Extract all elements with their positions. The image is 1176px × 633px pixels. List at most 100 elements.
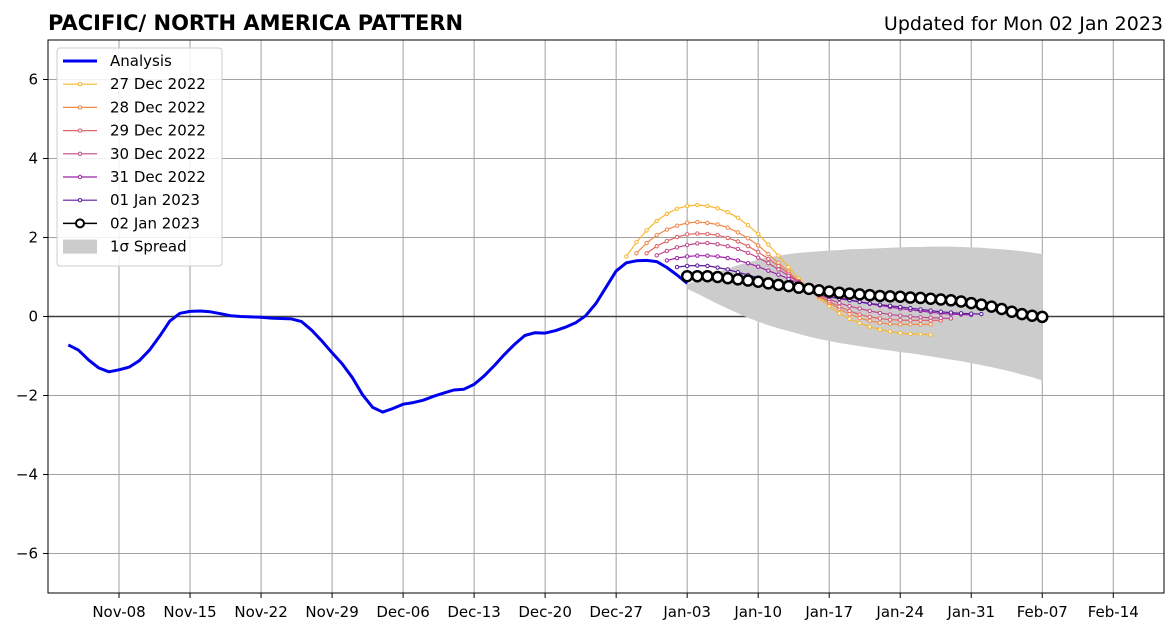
forecast-point [674, 245, 680, 250]
legend-label: Analysis [110, 52, 172, 70]
forecast-point [705, 220, 710, 226]
forecast-point [857, 312, 862, 317]
forecast-point [766, 256, 771, 262]
chart-title: PACIFIC/ NORTH AMERICA PATTERN [48, 11, 463, 35]
forecast-point [863, 288, 877, 302]
forecast-point [958, 311, 964, 316]
forecast-point [837, 311, 842, 316]
forecast-point [684, 263, 690, 269]
forecast-point [766, 268, 771, 273]
legend-label: 31 Dec 2022 [110, 168, 206, 186]
forecast-point [924, 292, 937, 305]
forecast-point [938, 315, 943, 321]
forecast-point [654, 253, 659, 258]
forecast-point [654, 232, 659, 238]
forecast-point [755, 255, 761, 260]
forecast-point [705, 231, 710, 237]
x-tick-label: Nov-29 [305, 603, 358, 621]
forecast-point [755, 264, 761, 269]
forecast-point [887, 321, 893, 327]
forecast-point [664, 227, 670, 232]
forecast-point [837, 304, 842, 309]
forecast-point [948, 316, 954, 321]
forecast-point [822, 285, 836, 298]
spread-band [687, 246, 1043, 381]
forecast-point [782, 279, 795, 293]
forecast-point [725, 267, 730, 272]
forecast-point [898, 304, 903, 310]
legend-marker [77, 174, 83, 180]
forecast-point [914, 291, 927, 305]
legend-marker [77, 105, 83, 110]
forecast-point [908, 322, 913, 327]
forecast-point [776, 267, 781, 272]
forecast-point [833, 286, 846, 300]
legend-label: 1σ Spread [110, 238, 187, 256]
forecast-point [745, 250, 751, 256]
legend-label: 02 Jan 2023 [110, 214, 200, 232]
forecast-point [847, 316, 852, 322]
forecast-point [1036, 310, 1049, 324]
x-tick-label: Nov-15 [163, 603, 216, 621]
forecast-point [938, 309, 943, 314]
y-tick-label: 0 [28, 308, 38, 326]
forecast-point [745, 243, 751, 249]
legend-marker [77, 128, 83, 133]
forecast-point [684, 242, 690, 248]
forecast-point [745, 236, 751, 241]
forecast-point [934, 293, 948, 306]
forecast-point [715, 254, 720, 259]
series-layer [67, 202, 1049, 414]
forecast-point [954, 295, 968, 308]
forecast-point [908, 331, 913, 337]
forecast-point [776, 253, 781, 258]
forecast-point [877, 316, 883, 321]
forecast-point [995, 302, 1008, 316]
forecast-point [766, 242, 771, 247]
forecast-point [944, 294, 958, 307]
forecast-point [715, 222, 720, 227]
x-tick-label: Nov-08 [92, 603, 145, 621]
forecast-point [918, 322, 923, 327]
forecast-point [918, 332, 923, 337]
forecast-point [904, 291, 917, 304]
forecast-point [948, 310, 954, 315]
forecast-point [735, 246, 741, 252]
forecast-point [898, 330, 903, 336]
legend-swatch [63, 239, 97, 254]
forecast-point [853, 288, 866, 301]
forecast-point [674, 206, 680, 211]
forecast-point [674, 264, 680, 270]
forecast-point [751, 275, 765, 288]
legend-marker [75, 218, 85, 229]
legend: Analysis 27 Dec 2022 28 Dec 2022 29 Dec 202… [56, 47, 223, 267]
legend-label: 27 Dec 2022 [110, 75, 206, 93]
forecast-point [664, 238, 670, 244]
forecast-point [843, 287, 856, 300]
forecast-point [847, 308, 852, 314]
forecast-point [695, 263, 700, 268]
forecast-point [887, 329, 893, 334]
y-tick-label: 4 [28, 150, 38, 168]
forecast-point [644, 251, 649, 256]
forecast-point [762, 277, 775, 290]
forecast-point [755, 243, 761, 248]
forecast-point [857, 306, 862, 311]
forecast-point [691, 269, 704, 283]
forecast-point [624, 254, 629, 259]
forecast-point [755, 231, 761, 237]
forecast-point [695, 253, 700, 258]
forecast-point [898, 317, 903, 323]
axis-ticks: Nov-08 Nov-15 Nov-22 Nov-29 Dec-06 Dec-13 Dec-… [16, 71, 1139, 622]
forecast-point [847, 304, 852, 309]
x-tick-label: Jan-17 [804, 603, 853, 621]
chart-subtitle: Updated for Mon 02 Jan 2023 [884, 13, 1163, 35]
forecast-point [898, 322, 903, 327]
forecast-point [735, 230, 741, 235]
forecast-point [741, 274, 755, 287]
x-tick-label: Dec-06 [376, 603, 430, 621]
legend-label: 30 Dec 2022 [110, 145, 206, 163]
forecast-point [776, 272, 781, 277]
forecast-point [1025, 309, 1039, 322]
forecast-point [674, 255, 680, 261]
